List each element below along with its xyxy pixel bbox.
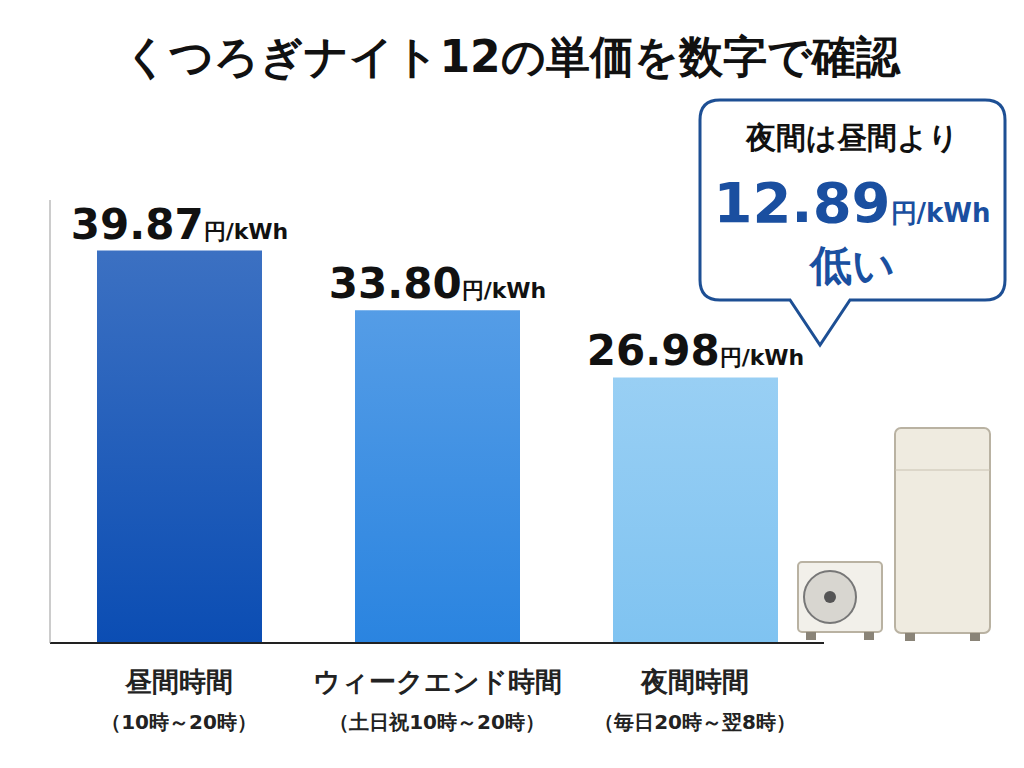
svg-text:（毎日20時～翌8時）: （毎日20時～翌8時） — [594, 710, 796, 734]
svg-text:33.80円/kWh: 33.80円/kWh — [329, 259, 546, 308]
svg-text:12.89円/kWh: 12.89円/kWh — [713, 170, 990, 235]
html-text:くつろぎナイト12の単価を数字で確認: くつろぎナイト12の単価を数字で確認 — [124, 31, 900, 82]
svg-text:ウィークエンド時間: ウィークエンド時間 — [313, 666, 562, 697]
svg-text:夜間時間: 夜間時間 — [640, 666, 749, 697]
svg-text:夜間は昼間より: 夜間は昼間より — [745, 120, 959, 155]
svg-text:（10時～20時）: （10時～20時） — [101, 710, 257, 734]
svg-text:低い: 低い — [808, 241, 895, 290]
svg-text:昼間時間: 昼間時間 — [124, 666, 233, 697]
svg-text:39.87円/kWh: 39.87円/kWh — [71, 200, 288, 249]
svg-text:（土日祝10時～20時）: （土日祝10時～20時） — [329, 710, 545, 734]
svg-text:26.98円/kWh: 26.98円/kWh — [587, 326, 804, 375]
